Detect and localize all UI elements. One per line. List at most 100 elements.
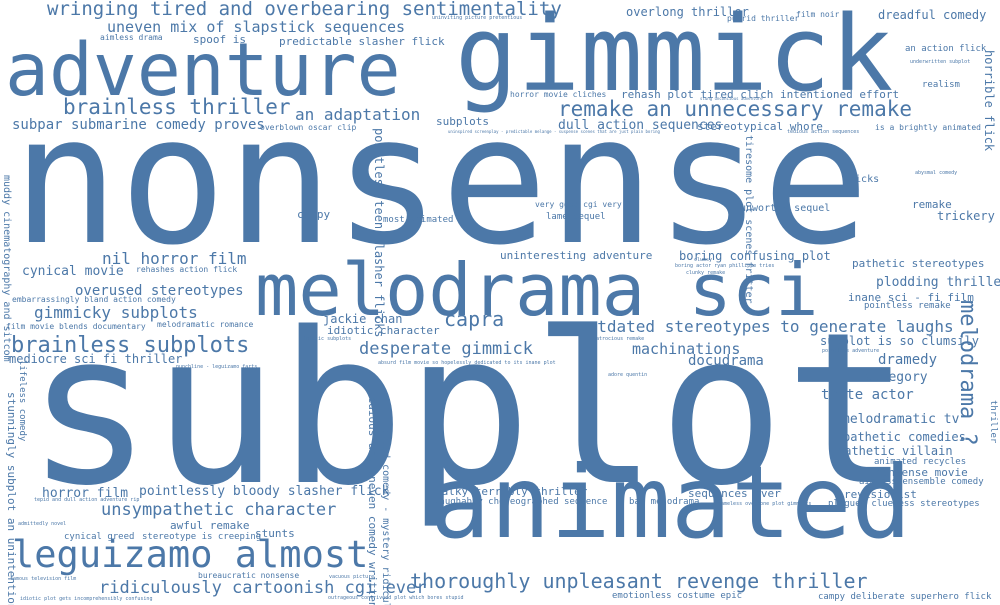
word-outrageous-contrived: outrageous contrivedd plot which bores s…	[328, 595, 464, 601]
word-adore-quentin: adore quentin	[608, 372, 648, 378]
word-tepid-dull: tepid and dull action adventure rip	[34, 497, 140, 503]
word-thoroughly-unpleasant: thoroughly unpleasant revenge thriller	[410, 569, 868, 593]
word-muddy-cinematography: lifeless comedy	[17, 360, 27, 442]
word-subplots-small: subplots	[436, 115, 489, 128]
word-plagued-clueless: plagued clueless stereotypes	[828, 499, 980, 509]
word-tedious-action: pointless teen slasher flicks	[372, 128, 386, 338]
word-brainless-thriller: brainless thriller	[63, 95, 291, 119]
word-animated: animated	[430, 444, 912, 561]
word-uneven-mix: uneven mix of slapstick sequences	[107, 18, 406, 36]
word-overblown-oscar: overblown oscar clip	[260, 123, 357, 132]
word-boring-confusing: boring confusing plot	[679, 249, 831, 263]
word-film-movie-blends: film movie blends documentary	[6, 322, 146, 331]
word-clumsy: clumsy	[694, 257, 713, 263]
word-famous-television: famous television film	[10, 576, 77, 582]
word-uninspired-screenplay: uninspired screenplay - predictable mela…	[448, 129, 660, 134]
word-shameless-overdone: shameless overdone plot gimmicks	[715, 501, 812, 507]
word-thriller-tiny: tedious action sequences	[787, 129, 860, 135]
word-melodrama-sci: melodrama sci	[255, 248, 819, 332]
word-clunky-remake: clunky remake	[686, 270, 726, 276]
word-tricks: tricks	[843, 174, 880, 185]
word-capra: capra	[444, 307, 505, 331]
word-remake-small: remake	[912, 198, 952, 211]
word-dreadful-comedy: dreadful comedy	[878, 8, 987, 22]
word-outdated-stereotypes: outdated stereotypes to generate laughs	[578, 317, 954, 336]
word-horror-film: horror film	[42, 486, 129, 501]
word-wringing: wringing tired and overbearing sentiment…	[47, 0, 562, 20]
word-cynical-movie: cynical movie	[22, 264, 124, 279]
word-lifeless-comedy: broad comedy - mystery ridiculous	[380, 428, 391, 605]
word-predictable-slasher: predictable slasher flick	[279, 35, 445, 48]
word-pathetic-villain: pathetic villain	[837, 444, 953, 458]
word-an-adaptation: an adaptation	[295, 105, 421, 124]
word-most-animated: most animated	[383, 215, 454, 225]
word-machinations: machinations	[632, 340, 741, 358]
word-overlong-thriller: overlong thriller	[626, 5, 749, 19]
word-mediocre-sci-fi: mediocre sci fi thriller	[9, 352, 183, 366]
word-spoof-is: spoof is	[193, 33, 246, 46]
word-remake-unnecessary: remake an unnecessary remake	[558, 97, 913, 121]
word-horror-cliches: horror movie cliches	[510, 90, 607, 99]
word-leguizamo-almost: leguizamo almost	[12, 533, 369, 576]
word-abysmal-comedy: abysmal comedy	[915, 170, 958, 176]
word-nonsense: nonsense	[12, 77, 870, 284]
word-admittedly-novel: admittedly novel	[18, 521, 67, 527]
word-nil-horror: nil horror film	[102, 249, 247, 268]
word-embarrassingly-bland: embarrassingly bland action comedy	[12, 295, 176, 304]
word-pointless-teen: muddy cinematography and sitcom	[1, 175, 12, 362]
word-melodramatic-tv: melodramatic tv	[842, 412, 960, 427]
word-idiotic-subplots: idiotic subplots	[303, 336, 352, 342]
word-adventure: adventure	[5, 28, 401, 113]
word-pathetic-comedies: pathetic comedies	[843, 430, 966, 444]
word-brainless-subplots: brainless subplots	[11, 333, 250, 358]
word-realism: realism	[922, 80, 960, 90]
word-lame-sequel: lame sequel	[546, 212, 606, 222]
word-plodding-thriller: plodding thriller	[876, 275, 1000, 290]
word-boring-actor: boring actor ryan phillippe tries	[675, 263, 775, 269]
word-film-noir: film noir	[796, 10, 840, 19]
word-trite-actor: trite actor	[821, 387, 914, 403]
word-animated-recycles: animated recycles	[874, 457, 967, 467]
word-bad-melodrama: bad melodrama	[629, 497, 700, 507]
word-putrid-thriller: putrid thriller	[727, 14, 800, 23]
word-trickery: trickery	[937, 209, 995, 223]
word-docudrama: docudrama	[688, 353, 764, 369]
word-ridiculously-cartoonish: ridiculously cartoonish cgi ever	[99, 578, 427, 598]
word-desperate-gimmick: desperate gimmick	[359, 339, 533, 359]
word-subplot-clumsily: subplot is so clumsily	[820, 334, 979, 348]
word-vacuous-picture: vacuous picture	[329, 574, 375, 580]
word-emotionless-costume: emotionless costume epic	[612, 591, 743, 601]
word-broad-comedy: stung unconcious adventure	[700, 96, 763, 101]
word-gimmicky-subplots: gimmicky subplots	[34, 303, 198, 322]
word-horrible-flick: tiresome plot scenes fritter	[743, 135, 754, 304]
word-aimless-drama: aimless drama	[100, 33, 163, 42]
word-overused-stereotypes: overused stereotypes	[75, 283, 244, 299]
word-sequences-ever: sequences ever	[688, 487, 781, 500]
word-subplot: subplot	[26, 287, 912, 532]
word-uninviting: uninviting picture pretentious	[432, 15, 523, 21]
word-inane-sci-fi: inane sci - fi film	[848, 291, 974, 304]
word-campy: campy	[297, 208, 331, 221]
word-nonsense-movie: nonsense movie	[875, 466, 968, 479]
word-underwritten-subplot: underwritten subplot	[910, 59, 971, 65]
word-gimmick: gimmick	[455, 0, 894, 115]
word-dramedy: dramedy	[878, 352, 938, 368]
word-stunts: stunts	[255, 527, 295, 540]
word-unworthy-sequel: unworthy sequel	[740, 203, 831, 214]
word-idiotic-character: idiotic character	[327, 324, 440, 337]
word-subpar-submarine: subpar submarine comedy proves	[12, 117, 265, 133]
word-tiresome-plot: stunningly subplot an unintentional	[5, 392, 18, 605]
word-campy-deliberate: campy deliberate superhero flick	[818, 592, 992, 602]
word-aimless-ensemble: aimless ensemble comedy	[859, 477, 984, 487]
word-awful-remake: awful remake	[170, 519, 250, 532]
word-pointless-adventure: pointless adventure	[822, 348, 880, 354]
word-an-action-flick: an action flick	[905, 44, 987, 54]
word-cynical-greed: cynical greed	[64, 532, 135, 542]
word-tedious-uneven: thriller	[988, 400, 998, 444]
word-melodramatic-romance: melodramatic romance	[157, 320, 254, 329]
word-stunningly-subplot: tedious and uneven comedy written	[366, 390, 379, 605]
word-jackie-chan: jackie chan	[323, 312, 403, 326]
word-rehash-plot: rehash plot tired clich intentioned effo…	[621, 88, 900, 101]
word-pointlessly-bloody: pointlessly bloody slasher flick	[139, 484, 390, 499]
